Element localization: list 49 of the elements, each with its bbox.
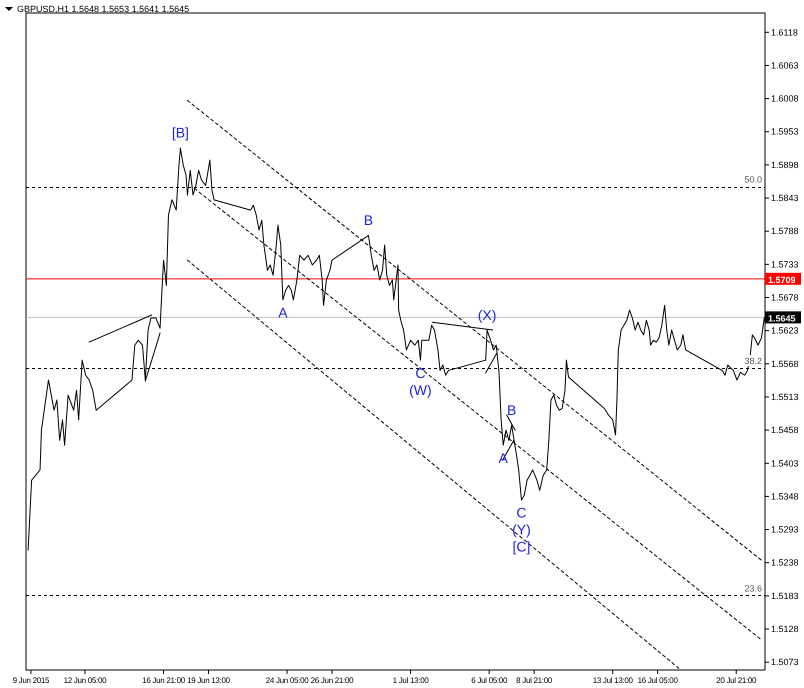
y-tick-label: 1.5183: [771, 590, 799, 601]
annotation: B: [364, 212, 374, 228]
annotation: C: [516, 504, 527, 521]
x-tick-label: 8 Jul 21:00: [516, 676, 553, 685]
y-tick-label: 1.5623: [771, 326, 799, 336]
ref-line-label: 1.5709: [768, 274, 796, 285]
x-tick-label: 16 Jun 21:00: [142, 676, 186, 685]
annotation: [B]: [172, 124, 189, 141]
chart-title: GBPUSD,H1 1.5648 1.5653 1.5641 1.5645: [17, 4, 190, 14]
y-tick-label: 1.5128: [771, 624, 799, 634]
y-tick-label: 1.6063: [771, 60, 799, 70]
annotation: (X): [478, 306, 496, 323]
y-tick-label: 1.5788: [771, 226, 799, 236]
y-tick-label: 1.5513: [771, 392, 799, 402]
y-tick-label: 1.5348: [771, 491, 799, 502]
y-tick-label: 1.5238: [771, 558, 799, 568]
x-tick-label: 9 Jun 2015: [12, 676, 50, 685]
x-tick-label: 20 Jul 21:00: [716, 676, 758, 685]
y-tick-label: 1.5458: [771, 425, 799, 436]
y-tick-label: 1.6118: [771, 27, 798, 38]
annotation: B: [506, 402, 516, 418]
annotation: A: [278, 304, 288, 321]
annotation: C: [415, 364, 426, 381]
y-tick-label: 1.5898: [771, 160, 799, 170]
x-tick-label: 16 Jul 05:00: [638, 676, 678, 685]
y-tick-label: 1.5678: [771, 292, 799, 302]
ref-line-label: 1.5645: [768, 313, 796, 324]
x-tick-label: 24 Jun 05:00: [266, 676, 310, 685]
x-tick-label: 13 Jul 13:00: [592, 676, 634, 685]
y-tick-label: 1.5073: [771, 657, 799, 668]
x-tick-label: 6 Jul 05:00: [471, 676, 508, 685]
y-tick-label: 1.5568: [771, 358, 799, 369]
x-tick-label: 19 Jun 13:00: [187, 676, 231, 685]
y-tick-label: 1.5293: [771, 524, 799, 535]
annotation: 38.2: [744, 356, 762, 366]
y-tick-label: 1.6008: [771, 94, 799, 104]
annotation: 50.0: [744, 174, 762, 185]
annotation: [C]: [512, 538, 530, 555]
annotation: (Y): [512, 522, 531, 538]
annotation: 23.6: [744, 583, 762, 594]
x-tick-label: 26 Jun 21:00: [310, 676, 354, 685]
y-tick-label: 1.5733: [771, 259, 799, 270]
x-tick-label: 1 Jul 13:00: [392, 676, 430, 685]
annotation: A: [498, 450, 509, 466]
annotation: (W): [409, 382, 432, 398]
y-tick-label: 1.5843: [771, 193, 799, 204]
y-tick-label: 1.5953: [771, 126, 799, 137]
y-tick-label: 1.5403: [771, 458, 799, 468]
x-tick-label: 12 Jun 05:00: [64, 676, 108, 685]
